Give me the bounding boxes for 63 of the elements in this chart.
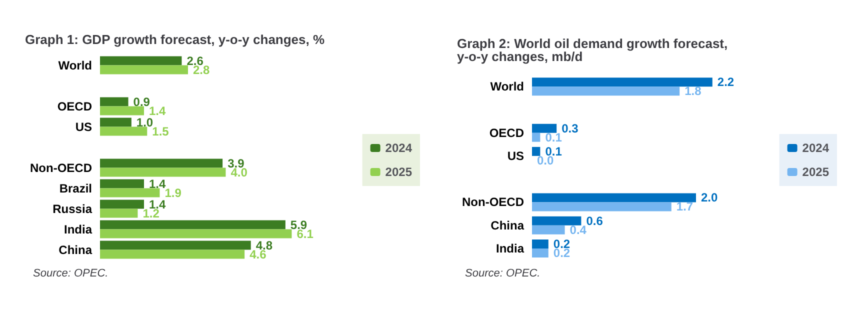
bar — [100, 56, 182, 66]
data-label: 1.7 — [676, 200, 694, 214]
y-tick-label: India — [496, 241, 524, 256]
chart-title: Graph 2: World oil demand growth forecast, y-o-y changes, mb/d — [457, 36, 732, 64]
legend-label: 2025 — [385, 165, 412, 179]
y-tick-label: US — [507, 148, 524, 163]
bar — [100, 200, 144, 209]
bar — [100, 126, 148, 136]
y-tick-label: Russia — [52, 202, 92, 216]
y-tick-label: China — [58, 242, 92, 257]
data-label: 1.5 — [152, 124, 170, 138]
bar — [100, 168, 226, 177]
bar — [100, 179, 144, 188]
bar — [100, 250, 245, 259]
legend-label: 2024 — [802, 141, 830, 155]
data-label: 0.9 — [133, 94, 150, 109]
data-label: 1.4 — [149, 104, 166, 118]
bar — [532, 86, 680, 96]
data-label: 0.1 — [545, 130, 562, 144]
legend-label: 2024 — [385, 141, 412, 155]
y-tick-label: World — [490, 80, 524, 94]
y-tick-label: China — [490, 218, 524, 232]
bar — [100, 118, 132, 127]
bar — [532, 78, 712, 87]
bar — [532, 248, 548, 258]
data-label: 1.8 — [684, 84, 702, 98]
bar — [100, 65, 188, 74]
bar — [532, 124, 557, 133]
bar — [100, 208, 138, 218]
bar — [100, 229, 292, 238]
bar — [532, 132, 540, 142]
data-label: 1.0 — [136, 115, 154, 130]
bar — [100, 220, 286, 230]
legend-label: 2025 — [802, 165, 830, 179]
y-tick-label: US — [75, 120, 92, 134]
bar — [100, 158, 223, 168]
data-label: 1.4 — [149, 176, 166, 191]
data-label: 0.3 — [562, 121, 579, 136]
bar — [532, 225, 565, 234]
data-label: 0.6 — [586, 214, 604, 228]
bar — [100, 106, 144, 116]
y-tick-label: India — [64, 222, 92, 236]
data-label: 1.9 — [164, 186, 182, 200]
bar — [532, 202, 672, 212]
y-tick-label: OECD — [57, 99, 92, 114]
y-tick-label: Non-OECD — [30, 160, 92, 175]
y-tick-label: Brazil — [59, 181, 92, 196]
y-tick-label: OECD — [489, 126, 524, 140]
bar — [532, 193, 696, 202]
bar — [100, 240, 251, 250]
bar — [100, 97, 128, 106]
bar — [100, 188, 160, 198]
data-label: 2.0 — [701, 190, 718, 205]
bar — [532, 216, 582, 226]
source-note: Source: OPEC. — [33, 268, 108, 280]
chart-title: Graph 1: GDP growth forecast, y-o-y changes, % — [25, 32, 325, 47]
data-label: 2.2 — [717, 75, 734, 90]
y-tick-label: Non-OECD — [462, 195, 524, 210]
y-tick-label: World — [58, 58, 92, 72]
bar — [532, 239, 548, 248]
data-label: 0.4 — [570, 222, 587, 237]
source-note: Source: OPEC. — [465, 268, 540, 280]
bar — [532, 146, 540, 156]
